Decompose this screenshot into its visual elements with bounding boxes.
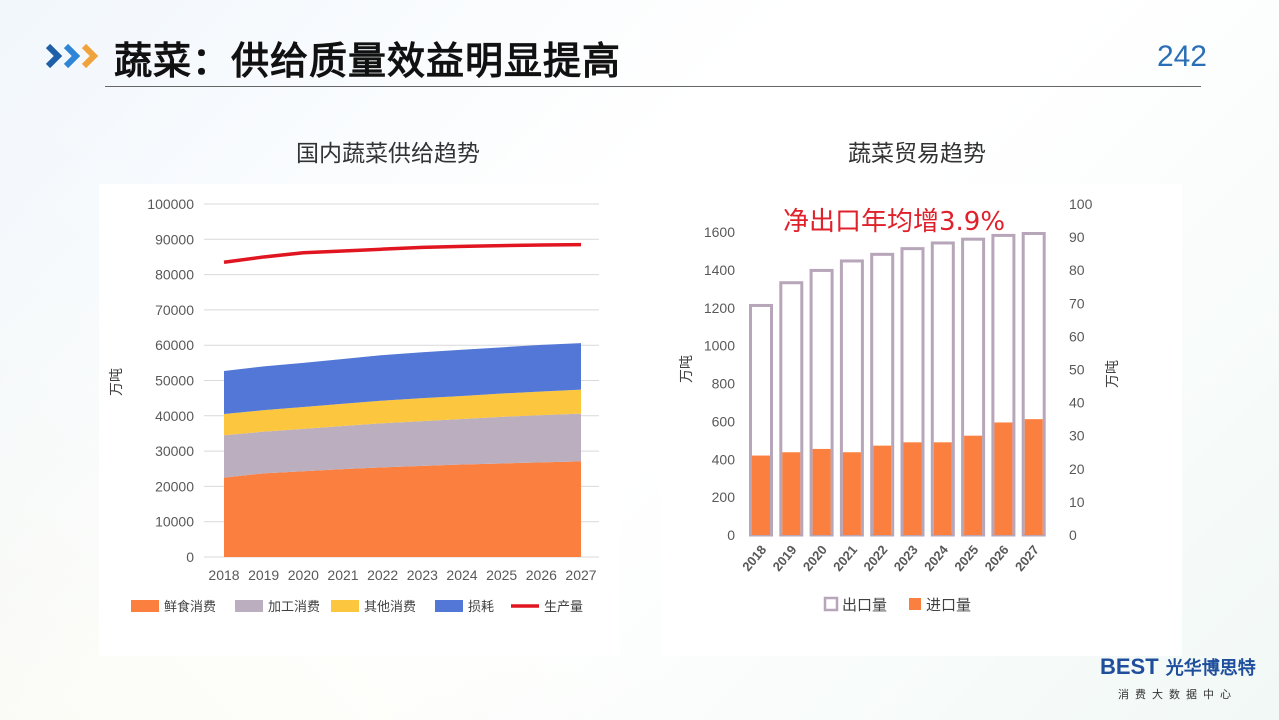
x-tick-label: 2022: [860, 542, 890, 574]
line-生产量: [223, 242, 582, 264]
trade-bar-chart: 净出口年均增3.9% 0 200 400 600 800 1000 1200 1400 1600 0…: [679, 196, 1121, 614]
title-divider: [105, 86, 1201, 87]
y2-axis-label: 万吨: [1105, 360, 1121, 388]
bar-import: [752, 455, 770, 535]
x-tick-label: 2023: [407, 567, 438, 583]
y2-tick-label: 70: [1069, 295, 1085, 311]
area-鲜食消费: [224, 461, 581, 557]
x-tick-label: 2025: [951, 542, 981, 574]
y-tick-label: 800: [712, 376, 736, 392]
legend-label: 加工消费: [268, 600, 320, 615]
y2-tick-label: 10: [1069, 494, 1085, 510]
y-tick-label: 1200: [704, 300, 735, 316]
y-tick-label: 30000: [155, 443, 194, 459]
bar-import: [782, 452, 801, 535]
y2-tick-label: 20: [1069, 461, 1085, 477]
bar-import: [933, 442, 952, 535]
bar-import: [842, 452, 861, 535]
x-tick-label: 2021: [327, 567, 358, 583]
y-tick-label: 60000: [155, 337, 194, 353]
legend-swatch: [235, 600, 263, 612]
legend-swatch: [131, 600, 159, 612]
legend-label: 生产量: [544, 600, 583, 615]
legend-label: 出口量: [842, 596, 887, 614]
x-tick-label: 2024: [446, 567, 477, 583]
y-tick-label: 20000: [155, 478, 194, 494]
x-tick-label: 2018: [208, 567, 239, 583]
y2-tick-label: 50: [1069, 362, 1085, 378]
legend-swatch: [435, 600, 463, 612]
y-tick-label: 1600: [704, 224, 735, 240]
brand-logo: BEST: [1100, 654, 1159, 679]
y2-tick-label: 0: [1069, 527, 1077, 543]
page-number: 242: [1156, 40, 1207, 73]
legend-swatch: [823, 596, 839, 612]
y-axis-label: 万吨: [679, 355, 695, 383]
y2-tick-label: 90: [1069, 229, 1085, 245]
legend-label: 损耗: [468, 600, 494, 615]
area-其他消费: [224, 389, 581, 436]
legend-swatch: [909, 598, 921, 610]
y-tick-label: 100000: [147, 196, 194, 212]
legend-label: 鲜食消费: [164, 599, 216, 615]
area-加工消费: [224, 413, 581, 478]
y-tick-label: 40000: [155, 408, 194, 424]
slide-header: 蔬菜：供给质量效益明显提高 242: [0, 0, 1279, 92]
x-tick-label: 2025: [486, 567, 517, 583]
bar-import: [1024, 419, 1043, 535]
y-tick-label: 600: [712, 413, 736, 429]
x-tick-label: 2018: [739, 542, 769, 574]
x-tick-label: 2024: [921, 542, 952, 574]
legend-label: 进口量: [926, 596, 971, 614]
legend-label: 其他消费: [364, 600, 416, 615]
y-tick-label: 10000: [155, 514, 194, 530]
bar-import: [964, 435, 983, 535]
y-tick-label: 70000: [155, 302, 194, 318]
y-tick-label: 80000: [155, 267, 194, 283]
x-tick-label: 2020: [288, 567, 319, 583]
x-tick-label: 2026: [982, 542, 1012, 574]
right-chart-panel: 净出口年均增3.9% 0 200 400 600 800 1000 1200 1400 1600 0…: [661, 184, 1182, 656]
y-tick-label: 90000: [155, 231, 194, 247]
y-tick-label: 200: [712, 489, 736, 505]
legend-swatch: [331, 600, 359, 612]
x-tick-label: 2019: [770, 542, 800, 574]
y2-tick-label: 30: [1069, 428, 1085, 444]
x-tick-label: 2026: [526, 567, 557, 583]
y2-tick-label: 40: [1069, 395, 1085, 411]
x-tick-label: 2027: [1012, 542, 1042, 574]
y2-tick-label: 60: [1069, 328, 1085, 344]
y-tick-label: 50000: [155, 373, 194, 389]
bar-import: [903, 442, 922, 535]
bar-import: [812, 448, 831, 535]
brand-subtitle: 消费大数据中心: [1118, 688, 1237, 701]
x-tick-label: 2027: [565, 567, 596, 583]
bar-import: [873, 445, 892, 535]
y-tick-label: 0: [727, 527, 735, 543]
supply-area-chart: 0 10000 20000 30000 40000 50000 60000 70000 8000…: [109, 196, 599, 615]
brand-name: 光华博思特: [1165, 658, 1256, 679]
area-损耗: [224, 343, 581, 415]
page-title: 蔬菜：供给质量效益明显提高: [114, 39, 622, 83]
net-export-annotation: 净出口年均增3.9%: [783, 207, 1005, 237]
y-tick-label: 1000: [704, 338, 735, 354]
y-axis-label: 万吨: [109, 368, 125, 396]
y-tick-label: 400: [712, 451, 736, 467]
left-chart-panel: 0 10000 20000 30000 40000 50000 60000 70000 8000…: [99, 184, 620, 656]
x-tick-label: 2019: [248, 567, 279, 583]
y-tick-label: 0: [186, 549, 194, 565]
left-chart-title: 国内蔬菜供给趋势: [296, 141, 480, 167]
y-tick-label: 1400: [704, 262, 735, 278]
x-tick-label: 2023: [891, 542, 921, 574]
y2-tick-label: 100: [1069, 196, 1093, 212]
x-tick-label: 2021: [830, 542, 860, 574]
bar-import: [994, 422, 1013, 535]
x-tick-label: 2022: [367, 567, 398, 583]
y2-tick-label: 80: [1069, 262, 1085, 278]
right-chart-title: 蔬菜贸易趋势: [848, 141, 986, 167]
brand-block: BEST 光华博思特 消费大数据中心: [1100, 654, 1256, 702]
x-tick-label: 2020: [800, 542, 830, 574]
chevrons-icon: [46, 43, 99, 69]
